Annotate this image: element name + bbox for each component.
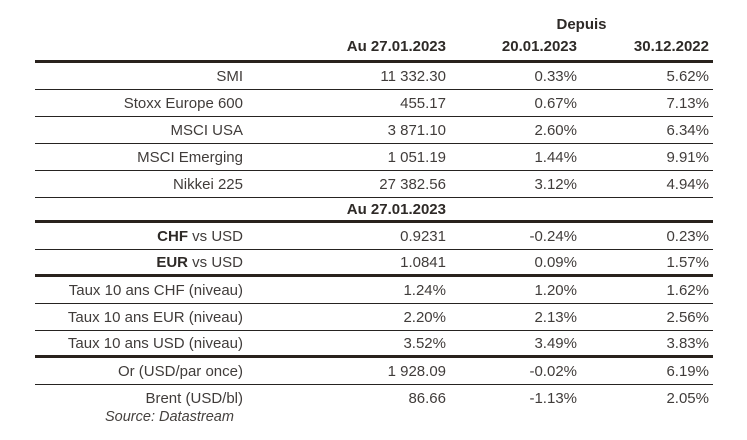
row-change-week: 0.67% <box>534 94 577 112</box>
table-header: Depuis Au 27.01.2023 20.01.2023 30.12.20… <box>35 0 713 63</box>
row-change-ytd: 2.56% <box>666 308 709 326</box>
row-value: 1.0841 <box>400 253 446 271</box>
row-change-ytd: 3.83% <box>666 334 709 352</box>
row-change-ytd: 9.91% <box>666 148 709 166</box>
row-change-week: 3.49% <box>534 334 577 352</box>
row-change-week: 0.33% <box>534 67 577 85</box>
row-change-ytd: 1.62% <box>666 281 709 299</box>
header-value-date: Au 27.01.2023 <box>346 38 446 55</box>
header-week-date: 20.01.2023 <box>501 38 577 55</box>
row-change-ytd: 7.13% <box>666 94 709 112</box>
row-value: 2.20% <box>403 308 446 326</box>
row-change-ytd: 0.23% <box>666 227 709 245</box>
row-change-week: 2.13% <box>534 308 577 326</box>
row-label: SMI <box>216 67 243 85</box>
row-change-week: 2.60% <box>534 121 577 139</box>
row-value: 1 051.19 <box>387 148 446 166</box>
source-note: Source: Datastream <box>105 409 234 425</box>
row-taux-10-ans-chf: Taux 10 ans CHF (niveau) 1.24% 1.20% 1.6… <box>35 277 713 304</box>
header-since-row: Depuis <box>35 16 713 38</box>
row-change-week: 3.12% <box>534 175 577 193</box>
row-value: 455.17 <box>400 94 446 112</box>
row-msci-usa: MSCI USA 3 871.10 2.60% 6.34% <box>35 117 713 144</box>
row-value: 1 928.09 <box>387 362 446 380</box>
row-value: 86.66 <box>408 390 446 407</box>
row-label: Or (USD/par once) <box>117 362 243 380</box>
row-value: 1.24% <box>403 281 446 299</box>
row-eur-vs-usd: EUR vs USD 1.0841 0.09% 1.57% <box>35 250 713 277</box>
row-change-ytd: 1.57% <box>666 253 709 271</box>
row-change-week: 1.20% <box>534 281 577 299</box>
header-label-column <box>35 38 247 60</box>
row-label: MSCI Emerging <box>137 148 243 166</box>
mid-header-date: Au 27.01.2023 <box>346 200 446 218</box>
market-data-table: Depuis Au 27.01.2023 20.01.2023 30.12.20… <box>35 0 713 412</box>
row-chf-vs-usd: CHF vs USD 0.9231 -0.24% 0.23% <box>35 223 713 250</box>
header-columns-row: Au 27.01.2023 20.01.2023 30.12.2022 <box>35 38 713 60</box>
row-label: Taux 10 ans EUR (niveau) <box>67 308 243 326</box>
row-or-gold: Or (USD/par once) 1 928.09 -0.02% 6.19% <box>35 358 713 385</box>
since-label: Depuis <box>556 16 607 33</box>
row-smi: SMI 11 332.30 0.33% 5.62% <box>35 63 713 90</box>
row-value: 11 332.30 <box>380 67 446 85</box>
row-label: Taux 10 ans USD (niveau) <box>67 334 243 352</box>
row-label: Nikkei 225 <box>172 175 243 193</box>
header-ytd-date: 30.12.2022 <box>633 38 709 55</box>
row-taux-10-ans-usd: Taux 10 ans USD (niveau) 3.52% 3.49% 3.8… <box>35 331 713 358</box>
row-change-week: 0.09% <box>534 253 577 271</box>
row-label: EUR vs USD <box>156 253 243 271</box>
row-change-ytd: 2.05% <box>666 390 709 407</box>
row-value: 3.52% <box>403 334 446 352</box>
header-spacer <box>35 16 450 38</box>
row-value: 0.9231 <box>400 227 446 245</box>
row-change-week: 1.44% <box>534 148 577 166</box>
row-nikkei-225: Nikkei 225 27 382.56 3.12% 4.94% <box>35 171 713 198</box>
row-label: Stoxx Europe 600 <box>123 94 243 112</box>
row-label: Brent (USD/bl) <box>145 390 243 407</box>
row-change-week: -0.24% <box>529 227 577 245</box>
row-change-ytd: 4.94% <box>666 175 709 193</box>
row-label: Taux 10 ans CHF (niveau) <box>68 281 243 299</box>
row-stoxx-europe-600: Stoxx Europe 600 455.17 0.67% 7.13% <box>35 90 713 117</box>
row-change-week: -1.13% <box>529 390 577 407</box>
row-change-ytd: 6.34% <box>666 121 709 139</box>
row-change-ytd: 5.62% <box>666 67 709 85</box>
row-label: CHF vs USD <box>157 227 243 245</box>
row-change-week: -0.02% <box>529 362 577 380</box>
row-msci-emerging: MSCI Emerging 1 051.19 1.44% 9.91% <box>35 144 713 171</box>
row-brent: Brent (USD/bl) 86.66 -1.13% 2.05% <box>35 385 713 412</box>
mid-section-header: Au 27.01.2023 <box>35 198 713 223</box>
row-label: MSCI USA <box>170 121 243 139</box>
row-value: 27 382.56 <box>379 175 446 193</box>
row-taux-10-ans-eur: Taux 10 ans EUR (niveau) 2.20% 2.13% 2.5… <box>35 304 713 331</box>
row-change-ytd: 6.19% <box>666 362 709 380</box>
row-value: 3 871.10 <box>387 121 446 139</box>
